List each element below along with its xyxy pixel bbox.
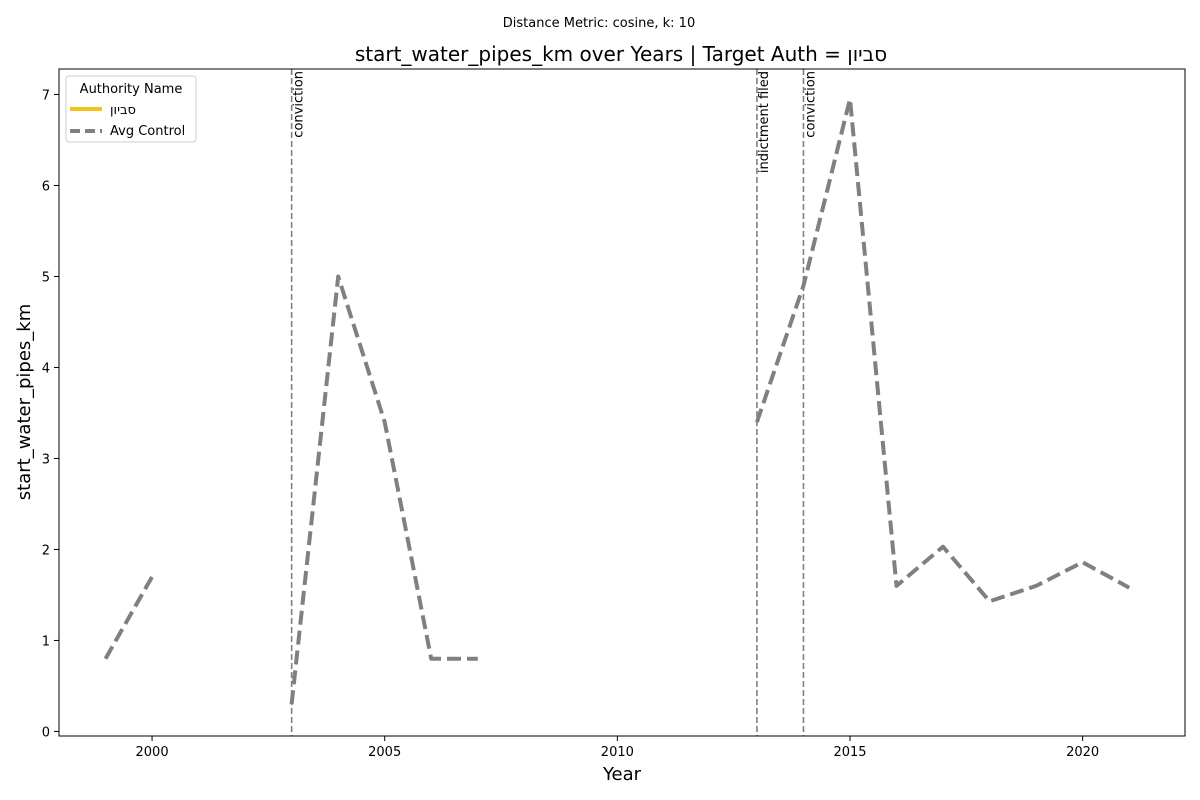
- y-tick-label: 0: [42, 725, 50, 740]
- chart-suptitle: Distance Metric: cosine, k: 10: [503, 16, 695, 31]
- y-tick-label: 7: [42, 88, 50, 103]
- y-tick-label: 3: [42, 452, 50, 467]
- series-line: [289, 274, 478, 705]
- x-tick-label: 2010: [601, 745, 634, 760]
- y-tick-label: 6: [42, 179, 50, 194]
- series-line: [755, 97, 1131, 604]
- event-label: conviction: [292, 71, 307, 138]
- x-axis-label: Year: [602, 764, 642, 785]
- event-label: conviction: [803, 71, 818, 138]
- legend-box: [65, 75, 197, 143]
- y-tick-label: 1: [42, 634, 50, 649]
- y-axis-label: start_water_pipes_km: [14, 304, 35, 500]
- x-tick-label: 2015: [833, 745, 866, 760]
- y-axis-ticks: 0 1 2 3 4 5 6 7: [42, 88, 59, 740]
- legend-label-target: סביון: [110, 103, 136, 118]
- event-markers: conviction indictment filed conviction: [290, 69, 818, 736]
- x-tick-label: 2000: [136, 745, 169, 760]
- y-tick-label: 2: [42, 543, 50, 558]
- x-axis-ticks: 2000 2005 2010 2015 2020: [136, 736, 1099, 760]
- event-label: indictment filed: [757, 71, 772, 173]
- series-line: [103, 575, 154, 660]
- legend: Authority Name סביון Avg Control: [65, 75, 197, 143]
- x-tick-label: 2005: [368, 745, 401, 760]
- y-tick-label: 5: [42, 270, 50, 285]
- legend-label-control: Avg Control: [110, 124, 185, 139]
- legend-title: Authority Name: [80, 82, 183, 97]
- y-tick-label: 4: [42, 361, 50, 376]
- plot-series: [103, 97, 1131, 705]
- chart-title: start_water_pipes_km over Years | Target…: [355, 42, 887, 66]
- x-tick-label: 2020: [1066, 745, 1099, 760]
- plot-area-frame: [58, 68, 1186, 737]
